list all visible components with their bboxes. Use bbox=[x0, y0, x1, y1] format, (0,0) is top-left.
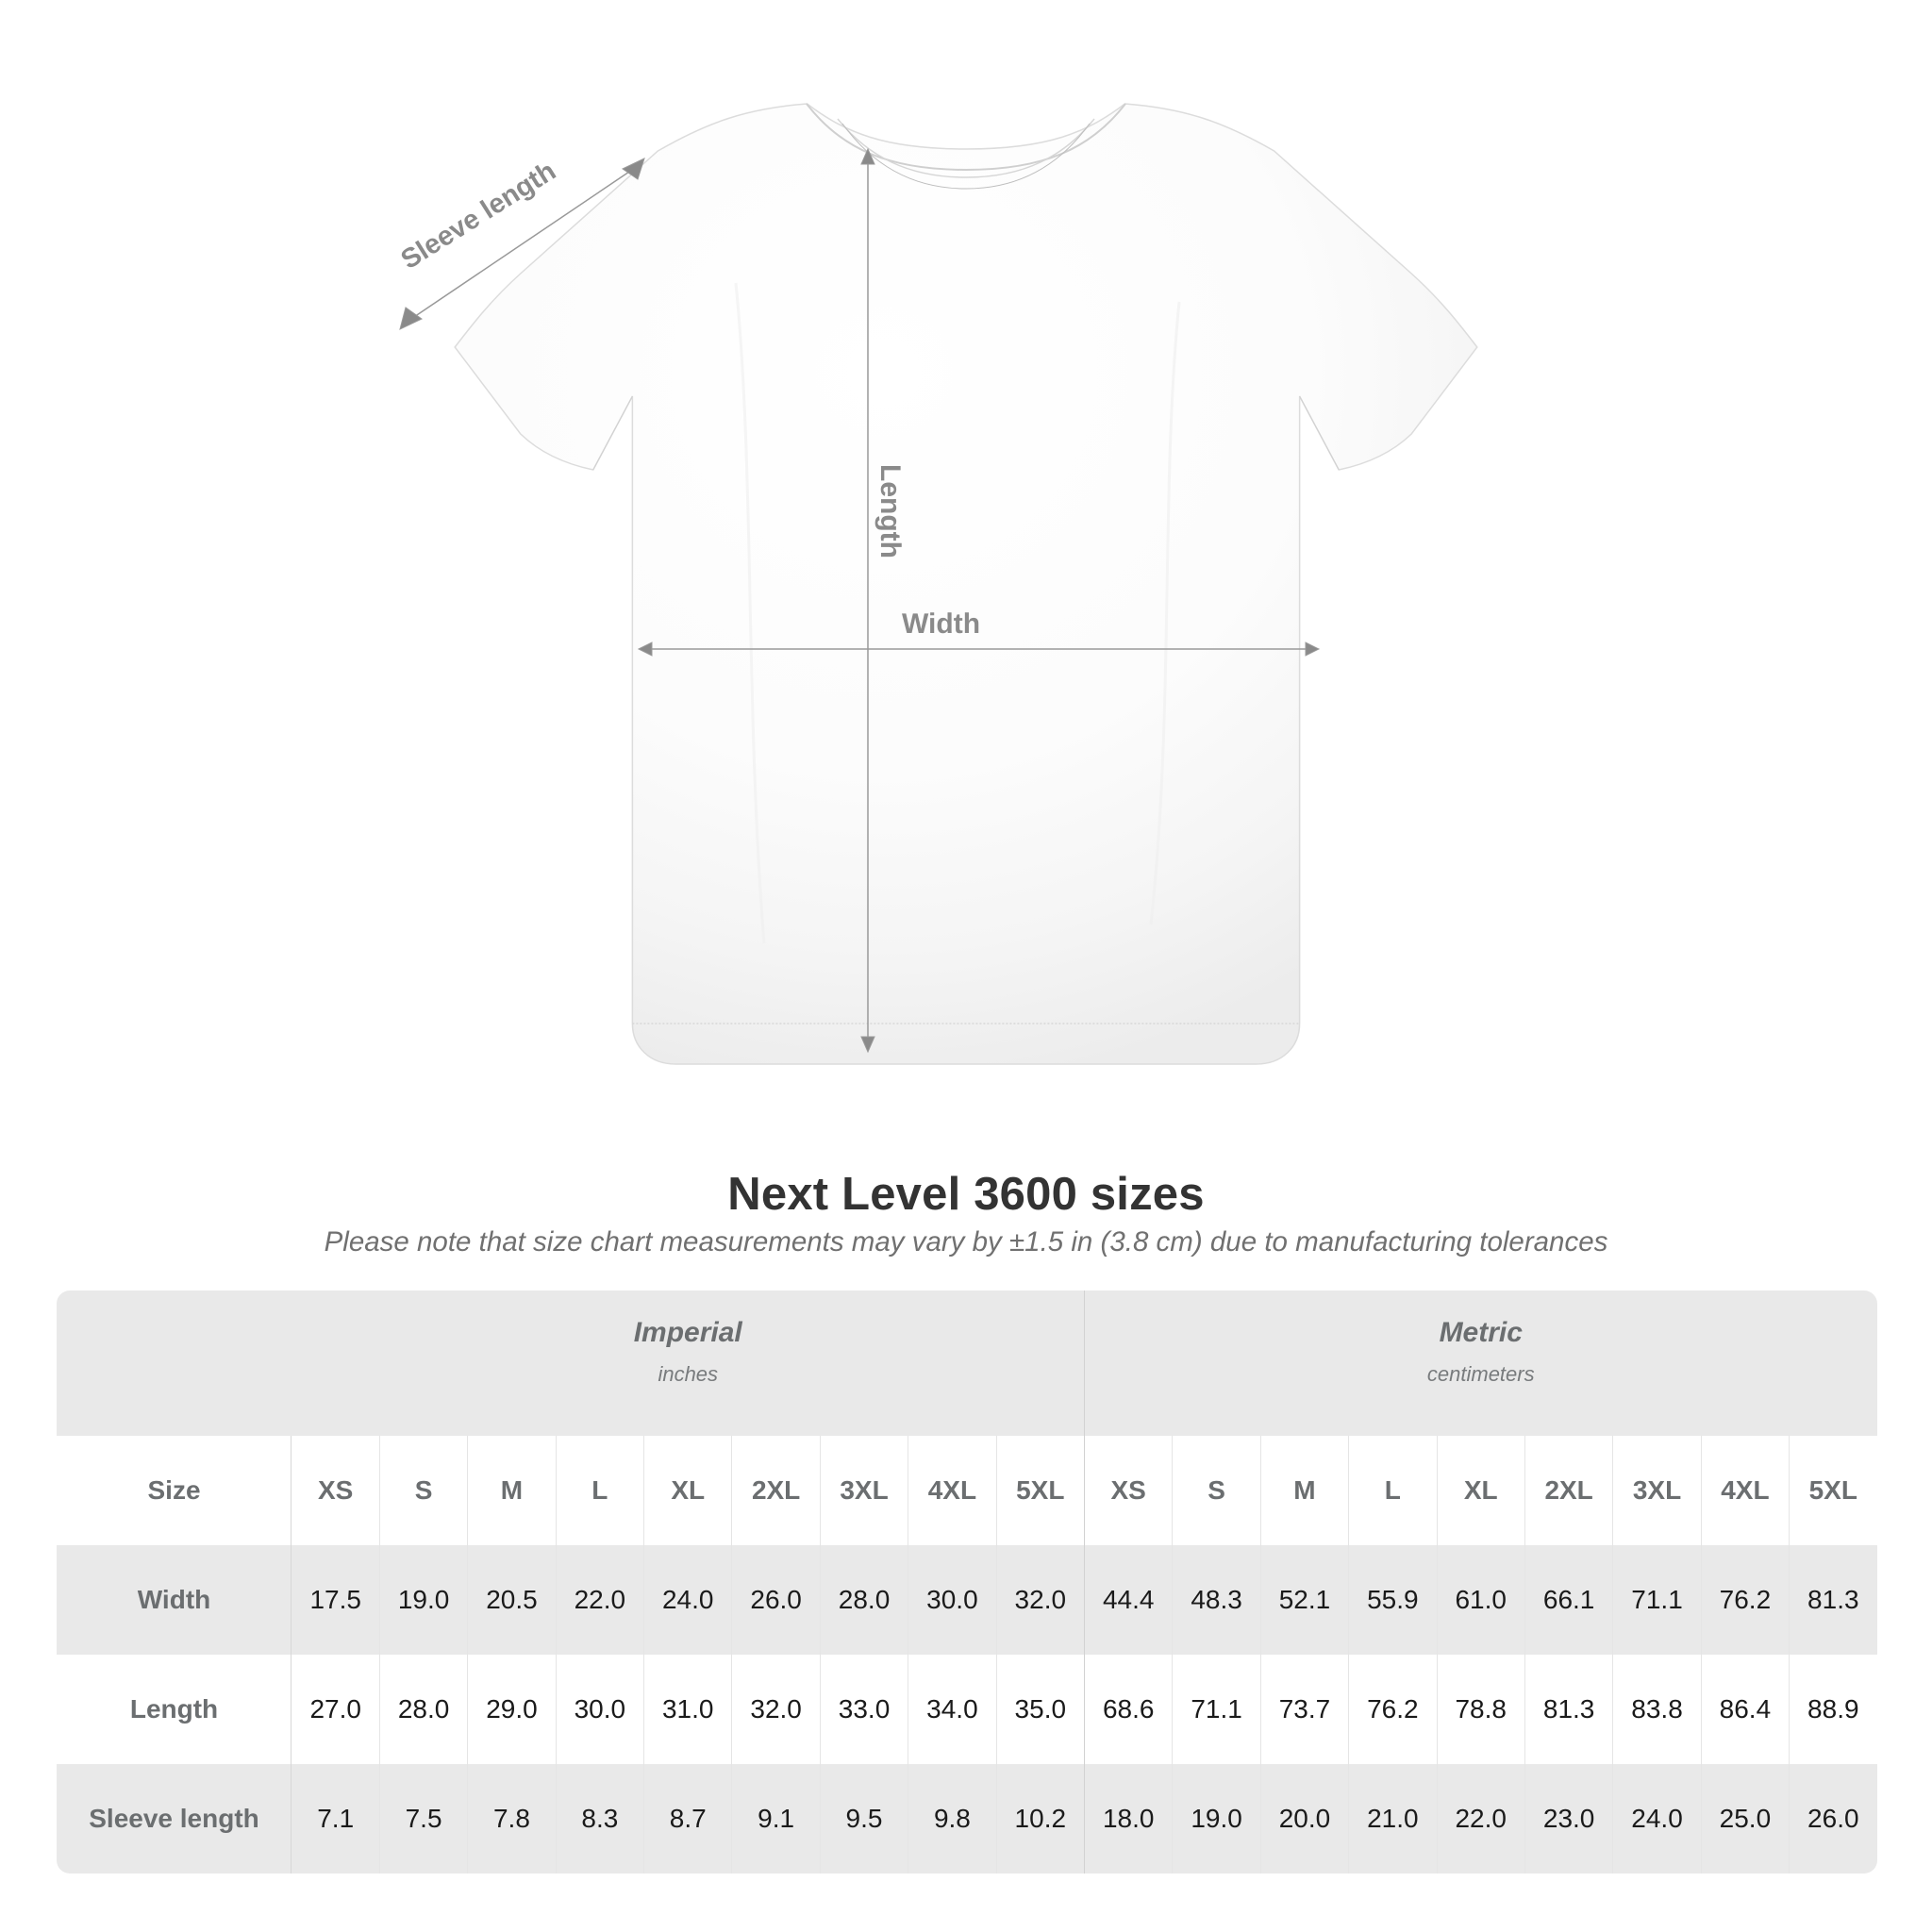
svg-text:Width: Width bbox=[902, 608, 980, 640]
svg-text:Length: Length bbox=[874, 464, 906, 558]
svg-text:Sleeve length: Sleeve length bbox=[396, 156, 561, 275]
